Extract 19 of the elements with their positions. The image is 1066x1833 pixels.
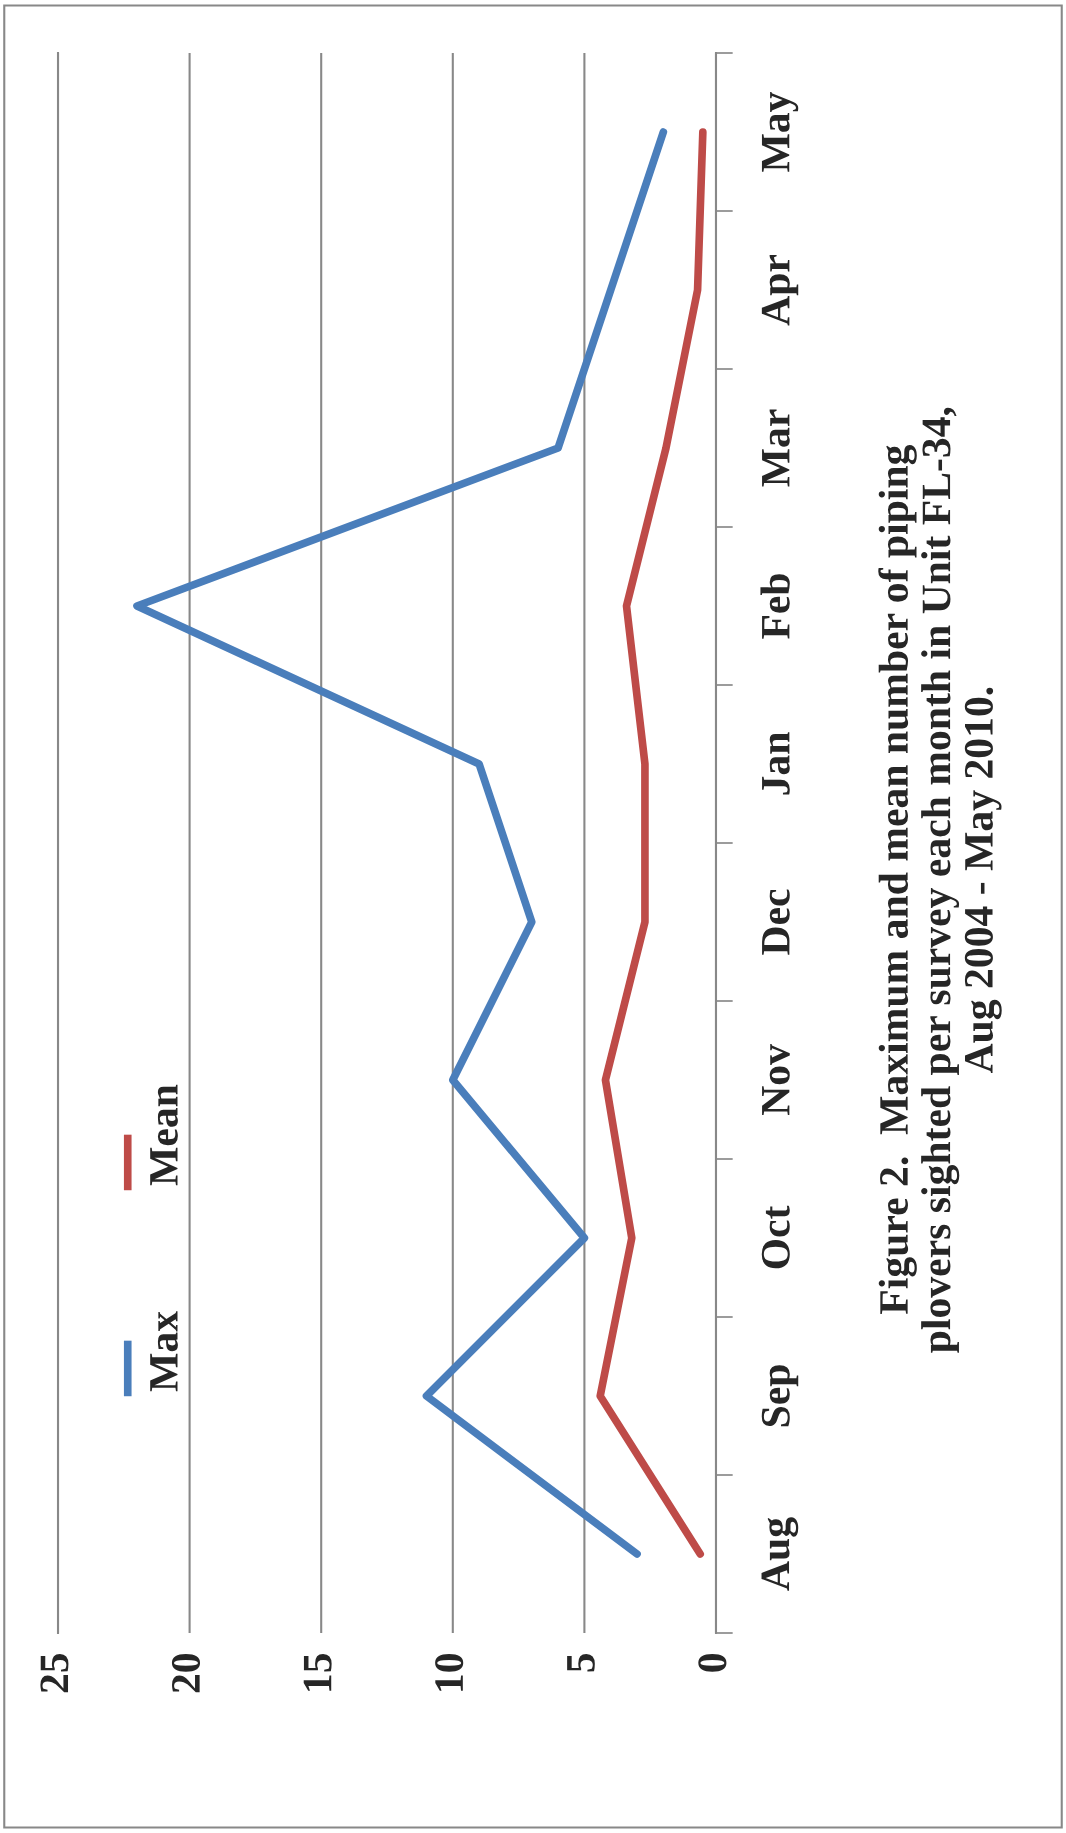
x-tick-label: 15 xyxy=(303,1653,332,1691)
x-tick-label: 20 xyxy=(171,1654,201,1693)
y-tick-label: Nov xyxy=(762,1044,790,1116)
y-tick-label: Oct xyxy=(761,1205,790,1269)
y-tick-label: Sep xyxy=(761,1365,799,1427)
y-tick-label: Aug xyxy=(761,1517,799,1591)
y-tick-label: Mar xyxy=(762,409,790,487)
y-tick-label: Apr xyxy=(761,255,799,326)
y-tick-label: Jan xyxy=(762,732,790,795)
legend-label: Mean xyxy=(150,1084,178,1186)
legend-label: Max xyxy=(150,1311,178,1392)
x-tick-label: 5 xyxy=(567,1653,595,1672)
x-tick-label: 10 xyxy=(435,1654,464,1691)
y-tick-label: Dec xyxy=(762,889,790,955)
text: Figure 2. Maximum and mean number of piping plovers sighted per survey each month in Unit FL-34, Aug 2004 - May 2010. xyxy=(878,407,1002,1353)
y-tick-label: Feb xyxy=(760,574,790,639)
y-tick-label: May xyxy=(761,91,799,172)
x-tick-label: 25 xyxy=(40,1653,69,1693)
x-tick-label: 0 xyxy=(698,1654,727,1672)
